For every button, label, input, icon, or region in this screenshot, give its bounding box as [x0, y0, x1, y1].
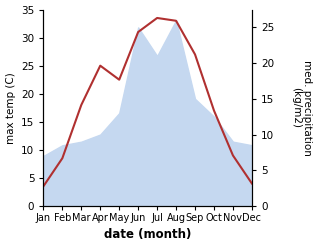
Y-axis label: max temp (C): max temp (C) — [5, 72, 16, 144]
Y-axis label: med. precipitation
(kg/m2): med. precipitation (kg/m2) — [291, 60, 313, 156]
X-axis label: date (month): date (month) — [104, 228, 191, 242]
